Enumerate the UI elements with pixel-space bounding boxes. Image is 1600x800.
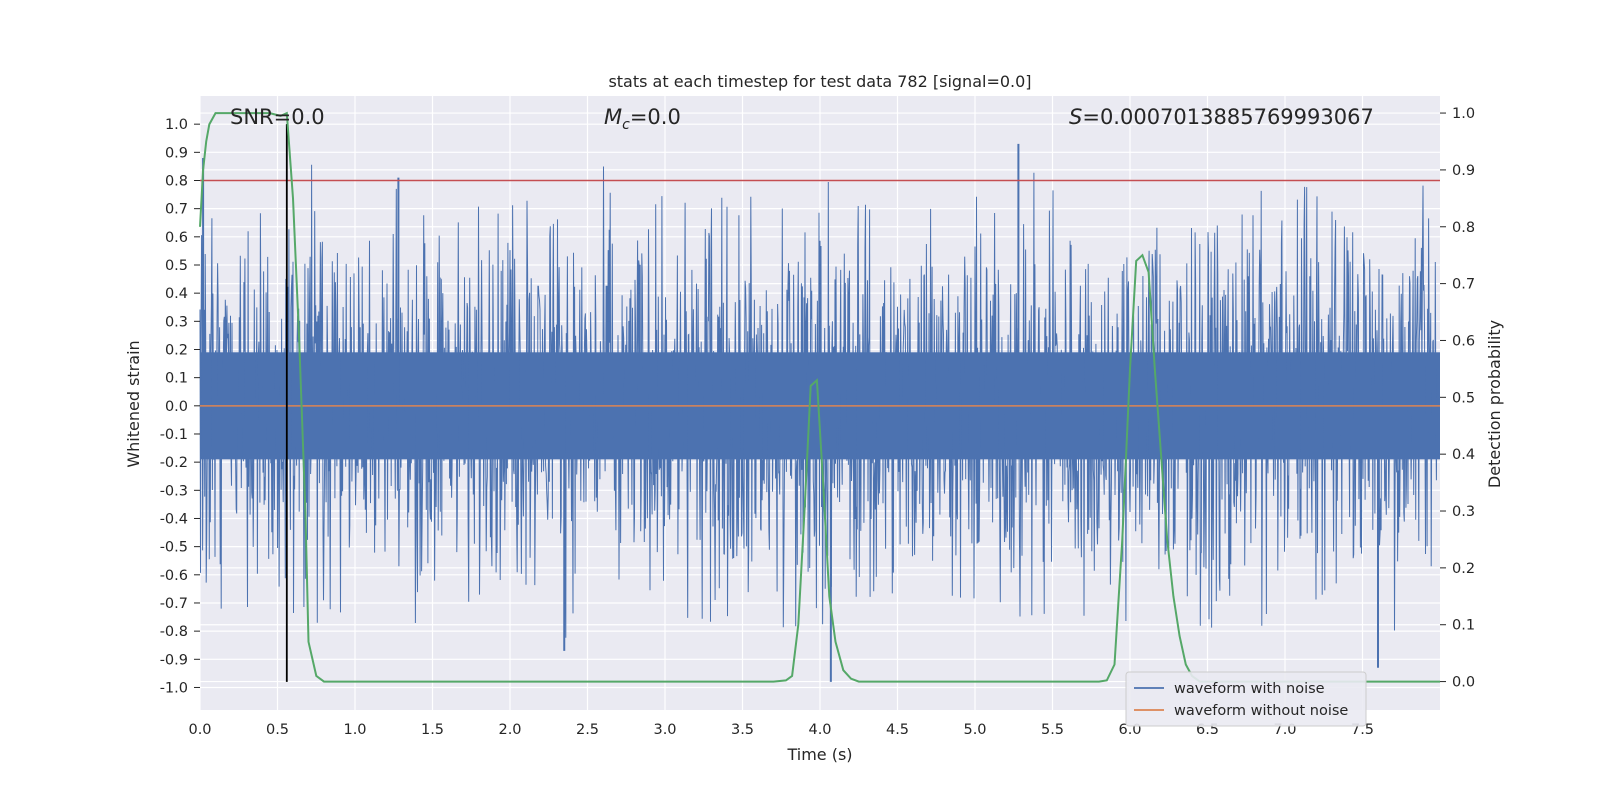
x-tick-label: 3.0 [653, 722, 676, 738]
y-axis-label-right: Detection probability [1485, 320, 1504, 488]
x-tick-label: 0.5 [266, 722, 289, 738]
y-tick-label-left: 0.6 [165, 230, 188, 246]
y-tick-label-left: 0.2 [165, 342, 188, 358]
overlay-lines [199, 111, 1440, 683]
tick-labels: 0.0 0.5 1.0 1.5 2.0 2.5 3.0 3.5 4.0 4.5 5.0 5.5 6.0 6… [160, 106, 1475, 738]
y-axis-label-left: Whitened strain [124, 340, 143, 467]
y-tick-label-left: -0.2 [160, 455, 188, 471]
x-tick-label: 3.5 [731, 722, 754, 738]
y-tick-label-right: 0.7 [1452, 277, 1475, 293]
legend-box [1125, 671, 1367, 727]
x-tick-label: 2.5 [576, 722, 599, 738]
y-tick-label-right: 0.4 [1452, 447, 1475, 463]
y-tick-label-left: -1.0 [160, 680, 188, 696]
snr-annotation: SNR=0.0 [230, 105, 325, 129]
y-tick-label-left: -0.3 [160, 483, 188, 499]
y-tick-label-left: 0.4 [165, 286, 188, 302]
s-symbol: S [1069, 105, 1082, 129]
y-tick-label-left: 0.3 [165, 314, 188, 330]
y-tick-label-left: 0.9 [165, 145, 188, 161]
x-tick-label: 5.5 [1041, 722, 1064, 738]
y-tick-label-right: 0.2 [1452, 561, 1475, 577]
y-tick-label-right: 0.8 [1452, 220, 1475, 236]
chart-title: stats at each timestep for test data 782… [608, 72, 1031, 91]
s-value: =0.0007013885769993067 [1082, 105, 1374, 129]
y-tick-label-left: -0.4 [160, 511, 188, 527]
legend: waveform with noise waveform without nois… [1125, 671, 1367, 727]
s-annotation: S=0.0007013885769993067 [1069, 105, 1374, 129]
x-tick-label: 0.0 [188, 722, 211, 738]
x-tick-label: 1.5 [421, 722, 444, 738]
y-tick-label-left: -0.8 [160, 624, 188, 640]
y-tick-label-left: 0.8 [165, 173, 188, 189]
y-tick-label-right: 0.0 [1452, 675, 1475, 691]
mc-subscript: c [622, 117, 630, 133]
y-tick-label-left: 1.0 [165, 117, 188, 133]
legend-label: waveform with noise [1174, 681, 1325, 697]
x-axis-label: Time (s) [786, 745, 852, 764]
legend-label: waveform without noise [1174, 703, 1348, 719]
y-tick-label-left: -0.1 [160, 427, 188, 443]
mc-value: =0.0 [630, 105, 681, 129]
y-tick-label-right: 0.6 [1452, 333, 1475, 349]
y-tick-label-left: 0.1 [165, 371, 188, 387]
detection-probability-line [199, 111, 1440, 683]
chirp-mass-annotation: Mc=0.0 [604, 105, 681, 133]
y-tick-label-right: 0.3 [1452, 504, 1475, 520]
y-tick-label-right: 0.5 [1452, 390, 1475, 406]
y-tick-label-left: 0.5 [165, 258, 188, 274]
y-tick-label-right: 0.9 [1452, 163, 1475, 179]
waveform-with-noise-line [199, 164, 1440, 638]
mc-symbol: M [604, 105, 622, 129]
y-tick-label-left: -0.7 [160, 596, 188, 612]
y-tick-label-left: -0.5 [160, 540, 188, 556]
y-tick-label-left: -0.9 [160, 652, 188, 668]
x-tick-label: 1.0 [343, 722, 366, 738]
y-tick-label-left: 0.0 [165, 399, 188, 415]
x-tick-label: 4.5 [886, 722, 909, 738]
y-tick-label-left: 0.7 [165, 202, 188, 218]
y-tick-label-right: 1.0 [1452, 106, 1475, 122]
y-tick-label-right: 0.1 [1452, 618, 1475, 634]
y-tick-label-left: -0.6 [160, 568, 188, 584]
x-tick-label: 4.0 [808, 722, 831, 738]
x-tick-label: 5.0 [963, 722, 986, 738]
x-tick-label: 2.0 [498, 722, 521, 738]
